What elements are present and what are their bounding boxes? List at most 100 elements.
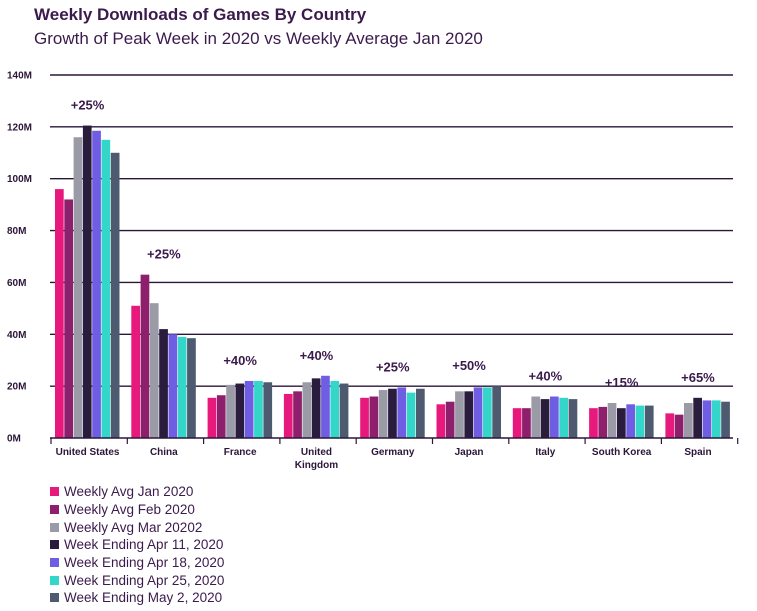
bar	[635, 405, 645, 438]
bar	[406, 392, 416, 438]
bar	[254, 380, 263, 438]
bar	[416, 388, 425, 438]
bar	[187, 338, 196, 438]
bar	[559, 397, 568, 438]
legend-swatch	[50, 522, 59, 532]
bar	[436, 404, 446, 438]
bar	[693, 397, 702, 438]
bar	[626, 404, 635, 438]
legend-item: Week Ending May 2, 2020	[50, 589, 224, 607]
bar	[378, 390, 388, 438]
x-axis-labels: United States China France United Kingdom Ger…	[56, 447, 712, 471]
y-tick-label: 0M	[7, 434, 21, 445]
y-axis-ticks: 0M 20M 40M 60M 80M 100M 120M 140M	[7, 71, 32, 445]
bar	[598, 406, 608, 438]
legend: Weekly Avg Jan 2020 Weekly Avg Feb 2020 We…	[50, 483, 224, 607]
legend-item: Weekly Avg Mar 20202	[50, 518, 224, 536]
growth-label: +40%	[223, 353, 257, 368]
category-label: Kingdom	[295, 460, 338, 471]
chart-title: Weekly Downloads of Games By Country	[34, 5, 367, 24]
bar	[360, 397, 369, 438]
legend-item: Week Ending Apr 11, 2020	[50, 536, 224, 554]
bar	[149, 303, 159, 438]
legend-label: Week Ending Apr 18, 2020	[64, 555, 225, 571]
bar	[483, 387, 492, 438]
bar	[64, 199, 73, 438]
bar	[388, 388, 397, 438]
bar	[445, 401, 455, 438]
bar	[330, 380, 340, 438]
bar	[159, 329, 168, 438]
legend-swatch	[50, 505, 59, 515]
growth-label: +25%	[71, 98, 105, 113]
bar	[216, 395, 226, 438]
bar	[92, 130, 101, 438]
growth-label: +15%	[605, 375, 639, 390]
y-tick-label: 40M	[7, 330, 26, 341]
category-label: France	[224, 447, 257, 458]
y-tick-label: 80M	[7, 226, 26, 237]
bar	[702, 400, 712, 438]
bar	[339, 383, 349, 438]
bar	[177, 336, 187, 438]
bar	[455, 391, 464, 438]
bar	[140, 274, 150, 438]
growth-label: +25%	[147, 247, 181, 262]
bar	[607, 402, 617, 438]
bar	[235, 383, 245, 438]
bar	[244, 380, 254, 438]
growth-label: +40%	[529, 369, 563, 384]
bar	[589, 408, 598, 438]
bar	[101, 139, 111, 439]
bar	[531, 396, 541, 438]
category-label: Spain	[684, 447, 711, 458]
legend-label: Week Ending Apr 11, 2020	[64, 537, 224, 553]
legend-swatch	[50, 487, 59, 497]
bar	[473, 387, 483, 438]
legend-swatch	[50, 558, 59, 568]
category-label: United	[301, 447, 332, 458]
bar	[550, 396, 559, 438]
y-tick-label: 60M	[7, 278, 26, 289]
bar	[110, 152, 120, 439]
growth-label: +65%	[681, 370, 715, 385]
growth-label: +50%	[452, 358, 486, 373]
legend-label: Week Ending Apr 25, 2020	[64, 572, 225, 588]
bars	[55, 125, 730, 439]
category-label: China	[150, 447, 178, 458]
y-tick-label: 120M	[7, 122, 32, 133]
chart-subtitle: Growth of Peak Week in 2020 vs Weekly Av…	[34, 29, 483, 48]
bar	[302, 382, 312, 438]
legend-label: Week Ending May 2, 2020	[64, 590, 223, 606]
bar	[263, 382, 273, 438]
legend-label: Weekly Avg Feb 2020	[64, 502, 195, 518]
category-label: Italy	[535, 447, 555, 458]
bar	[684, 402, 693, 438]
bar	[369, 396, 379, 438]
y-tick-label: 100M	[7, 174, 32, 185]
bar	[226, 384, 235, 438]
legend-swatch	[50, 540, 59, 550]
legend-item: Weekly Avg Feb 2020	[50, 501, 224, 519]
bar	[321, 375, 330, 438]
category-label: United States	[56, 447, 120, 458]
bar	[168, 334, 178, 438]
y-tick-label: 20M	[7, 382, 26, 393]
category-label: Japan	[455, 447, 484, 458]
bar	[293, 391, 302, 438]
legend-item: Week Ending Apr 18, 2020	[50, 554, 224, 572]
bar	[711, 400, 721, 438]
bar	[568, 399, 578, 438]
bar-chart: 0M 20M 40M 60M 80M 100M 120M 140M United States…	[7, 71, 739, 471]
bar	[397, 387, 407, 438]
y-tick-label: 140M	[7, 71, 32, 82]
legend-label: Weekly Avg Jan 2020	[64, 484, 194, 500]
bar	[540, 399, 550, 438]
category-label: Germany	[371, 447, 415, 458]
growth-label: +25%	[376, 359, 410, 374]
legend-item: Week Ending Apr 25, 2020	[50, 571, 224, 589]
bar	[617, 408, 626, 438]
bar	[207, 397, 217, 438]
growth-label: +40%	[300, 348, 334, 363]
bar	[665, 413, 675, 438]
